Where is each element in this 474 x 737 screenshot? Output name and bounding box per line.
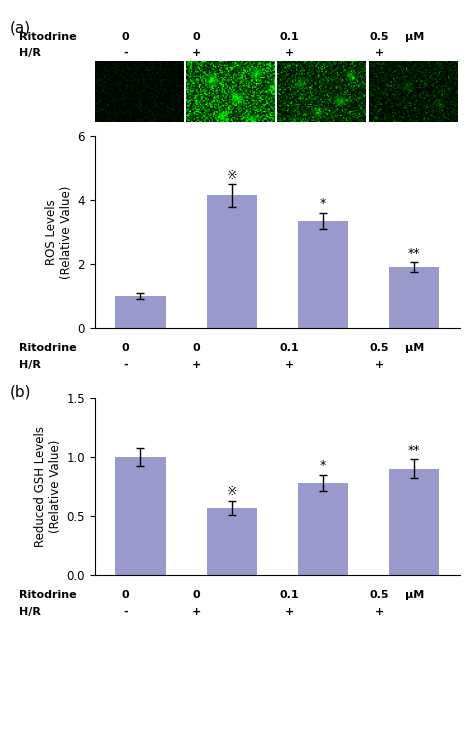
Text: -: - xyxy=(123,607,128,617)
Text: H/R: H/R xyxy=(19,607,41,617)
Text: μM: μM xyxy=(405,32,425,42)
Text: H/R: H/R xyxy=(19,48,41,58)
Bar xyxy=(298,483,348,575)
Text: +: + xyxy=(192,48,201,58)
Bar xyxy=(115,296,165,328)
Text: *: * xyxy=(320,198,326,211)
Text: +: + xyxy=(284,607,294,617)
Text: -: - xyxy=(123,360,128,370)
Text: +: + xyxy=(192,360,201,370)
Bar xyxy=(298,221,348,328)
Text: 0: 0 xyxy=(122,32,129,42)
Text: μM: μM xyxy=(405,590,425,600)
Text: +: + xyxy=(374,48,384,58)
Text: 0: 0 xyxy=(193,32,201,42)
Text: Ritodrine: Ritodrine xyxy=(19,590,77,600)
Text: ※: ※ xyxy=(227,169,237,182)
Bar xyxy=(207,508,257,575)
Text: +: + xyxy=(374,607,384,617)
Text: 0.1: 0.1 xyxy=(279,32,299,42)
Text: **: ** xyxy=(408,247,420,260)
Text: (a): (a) xyxy=(9,21,31,35)
Y-axis label: ROS Levels
(Relative Value): ROS Levels (Relative Value) xyxy=(46,186,73,279)
Text: 0.5: 0.5 xyxy=(369,343,389,353)
Text: ※: ※ xyxy=(227,485,237,498)
Y-axis label: Reduced GSH Levels
(Relative Value): Reduced GSH Levels (Relative Value) xyxy=(34,426,62,547)
Text: +: + xyxy=(284,360,294,370)
Text: 0.5: 0.5 xyxy=(369,32,389,42)
Text: +: + xyxy=(374,360,384,370)
Text: (b): (b) xyxy=(9,385,31,399)
Text: *: * xyxy=(320,459,326,472)
Text: 0.1: 0.1 xyxy=(279,343,299,353)
Text: μM: μM xyxy=(405,343,425,353)
Text: +: + xyxy=(284,48,294,58)
Bar xyxy=(207,195,257,328)
Text: 0: 0 xyxy=(193,343,201,353)
Bar xyxy=(389,469,439,575)
Text: Ritodrine: Ritodrine xyxy=(19,32,77,42)
Text: H/R: H/R xyxy=(19,360,41,370)
Text: 0: 0 xyxy=(193,590,201,600)
Text: 0: 0 xyxy=(122,343,129,353)
Bar xyxy=(115,457,165,575)
Bar xyxy=(389,268,439,328)
Text: **: ** xyxy=(408,444,420,457)
Text: +: + xyxy=(192,607,201,617)
Text: -: - xyxy=(123,48,128,58)
Text: 0: 0 xyxy=(122,590,129,600)
Text: 0.5: 0.5 xyxy=(369,590,389,600)
Text: 0.1: 0.1 xyxy=(279,590,299,600)
Text: Ritodrine: Ritodrine xyxy=(19,343,77,353)
